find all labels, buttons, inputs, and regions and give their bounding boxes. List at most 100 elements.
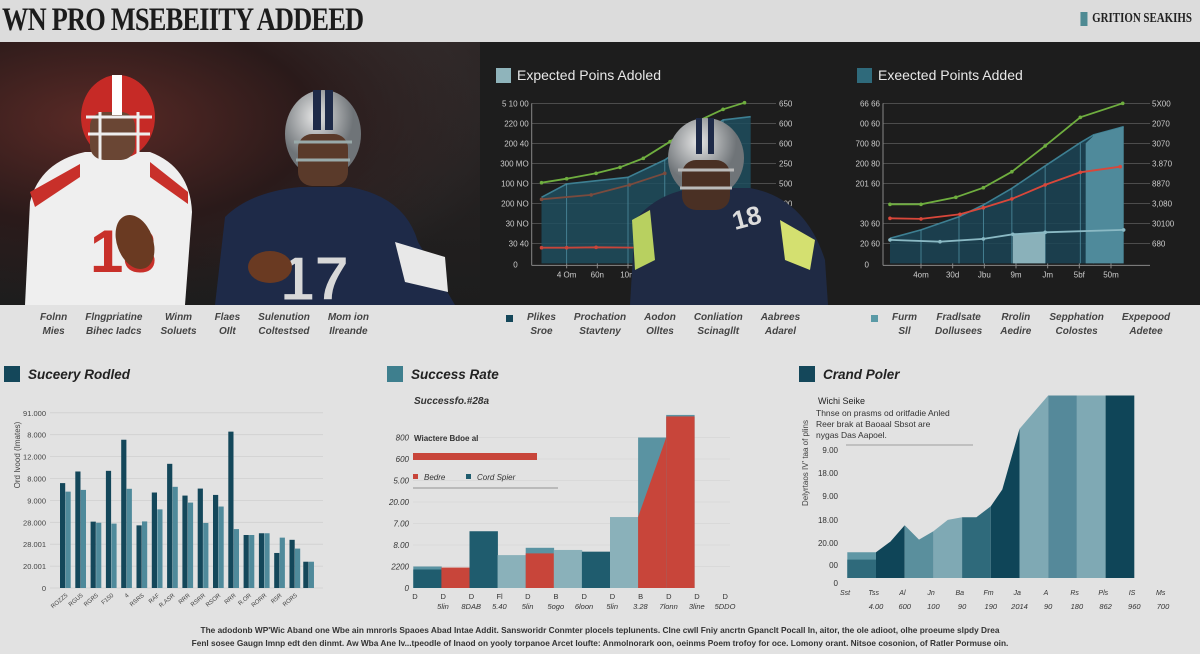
bar: [157, 509, 163, 588]
data-point: [564, 245, 569, 250]
x-tick-label: Jbu: [978, 270, 991, 279]
y-tick-label: 0: [405, 584, 410, 593]
x-tick-label: 600: [898, 602, 911, 611]
legend-label: Sll: [898, 326, 911, 337]
x-tick-label: 4.00: [869, 602, 884, 611]
chart-subtitle: Successfo.#28a: [414, 396, 489, 407]
legend-label: Aabrees: [760, 312, 801, 323]
y-tick-label: 5.00: [393, 477, 409, 486]
data-point: [1010, 169, 1014, 174]
x-tick-label: A: [1043, 590, 1049, 597]
x-tick-label: D: [610, 592, 616, 601]
data-point: [954, 195, 958, 200]
data-point: [1011, 232, 1015, 237]
y-tick-label: 30 NO: [506, 219, 529, 228]
bar: [243, 535, 249, 588]
bar-chart-title: Suceery Rodled: [4, 366, 130, 382]
x-tick-label: Fm: [983, 590, 993, 597]
legend-label: Ilreande: [329, 326, 368, 337]
legend-item: Sepphation Colostes: [1049, 311, 1103, 339]
bar: [610, 517, 639, 588]
bar: [172, 486, 178, 588]
bar: [90, 521, 96, 588]
legend-label: Winm: [164, 312, 193, 323]
chart-title-text: Suceery Rodled: [28, 366, 131, 382]
jersey-number: 17: [280, 245, 349, 305]
legend-item: Sulenution Coltestsed: [258, 311, 310, 339]
legend-label: Fradlsate: [936, 312, 981, 323]
x-tick-label: Tss: [868, 590, 879, 597]
y-tick-label: 800: [396, 434, 410, 443]
bar: [295, 548, 301, 588]
bar: [258, 533, 265, 588]
x-tick-label: Al: [898, 590, 906, 597]
legend-label: Mies: [42, 326, 65, 337]
data-point: [1043, 183, 1047, 187]
data-point: [1043, 144, 1047, 148]
bar: [308, 561, 314, 588]
y-tick-label: 30 60: [860, 219, 881, 228]
data-point: [618, 165, 622, 170]
legend-label: Flngpriatine: [85, 312, 143, 323]
bar: [469, 531, 498, 588]
bar: [121, 439, 127, 588]
data-point: [594, 171, 598, 176]
y-tick-label: 91.000: [23, 409, 46, 418]
area-fill: [1085, 126, 1124, 264]
chart-title-text: Exeected Points Added: [878, 67, 1023, 83]
y-tick-label: 220 00: [504, 119, 529, 128]
legend-label: Rrolin: [1001, 312, 1031, 323]
x-tick-label: Jn: [926, 590, 935, 597]
bar: [136, 525, 142, 588]
y2-tick-label: 3070: [1152, 139, 1170, 148]
y-tick-label: 0: [865, 260, 870, 269]
header-bar: [0, 0, 1200, 42]
area-block: [1048, 395, 1077, 578]
brand-square-icon: [1080, 12, 1088, 26]
x-tick-label: 7lonn: [659, 602, 677, 611]
bar: [111, 523, 117, 588]
legend-right: Furm Sll Fradlsate Dollusees Rrolin Aedire Sep…: [871, 311, 1188, 339]
x-tick-label: 5lin: [606, 602, 618, 611]
y2-tick-label: 500: [779, 179, 793, 188]
x-tick-label: D: [722, 592, 728, 601]
power-chart-title: Crand Poler: [799, 366, 900, 382]
x-tick-label: 5lin: [522, 602, 534, 611]
bar: [279, 537, 285, 588]
legend-square-icon: [506, 315, 513, 322]
y-tick-label: 201 60: [856, 179, 881, 188]
legend-label: Stavteny: [579, 326, 621, 337]
area-block: [990, 428, 1020, 578]
bar: [413, 569, 442, 588]
legend-label: Aodon: [644, 312, 676, 323]
chart-title-text: Success Rate: [411, 366, 499, 382]
legend-square-icon: [496, 67, 511, 83]
legend-item: Flaes OIlt: [215, 311, 241, 339]
x-tick-label: 4: [124, 593, 131, 600]
legend-label: Conliation: [693, 312, 743, 323]
data-point: [981, 205, 986, 210]
legend-square-icon: [387, 366, 403, 382]
legend-label: Coltestsed: [258, 326, 310, 337]
bar: [497, 555, 526, 588]
data-point: [1078, 170, 1083, 175]
bar: [96, 522, 102, 588]
legend-label: Olltes: [646, 326, 674, 337]
bar: [218, 506, 224, 588]
x-tick-label: D: [581, 592, 587, 601]
y-tick-label: 9.000: [27, 496, 46, 505]
bar: [264, 533, 270, 588]
legend-title: Wiactere Bdoe al: [414, 434, 478, 443]
x-tick-label: Pls: [1098, 590, 1108, 597]
x-tick-label: D: [412, 592, 418, 601]
legend-label: Furm: [892, 312, 917, 323]
x-tick-label: Sst: [840, 590, 851, 597]
y-tick-label: 18.00: [818, 469, 839, 478]
legend-square-icon: [4, 366, 20, 382]
area-fill: [1012, 232, 1046, 264]
legend-label: Flaes: [214, 312, 241, 323]
data-point: [641, 156, 646, 161]
legend-label: Adarel: [764, 326, 796, 337]
